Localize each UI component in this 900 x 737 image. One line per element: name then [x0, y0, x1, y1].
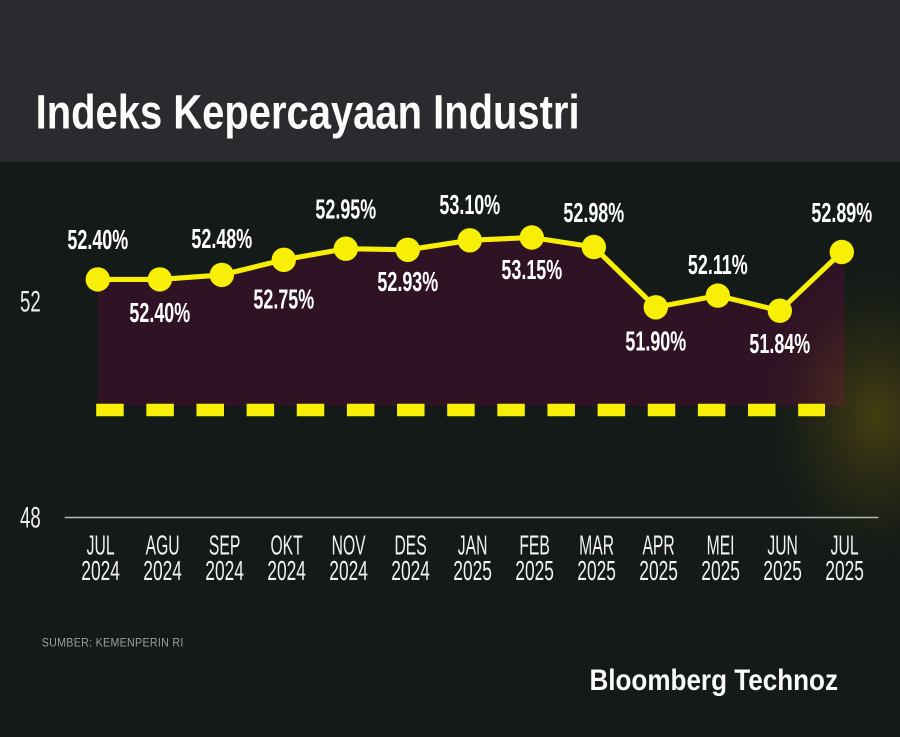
svg-text:MAR: MAR [579, 528, 614, 560]
svg-text:51.90%: 51.90% [625, 325, 686, 356]
svg-text:NOV: NOV [332, 528, 367, 560]
svg-text:Bloomberg Technoz: Bloomberg Technoz [589, 664, 838, 697]
svg-text:2025: 2025 [825, 555, 864, 586]
svg-text:2024: 2024 [391, 555, 430, 586]
svg-text:2024: 2024 [329, 555, 368, 586]
svg-text:52.95%: 52.95% [315, 193, 376, 224]
svg-text:2024: 2024 [267, 555, 306, 586]
svg-text:52.98%: 52.98% [563, 197, 624, 228]
svg-text:DES: DES [394, 528, 426, 560]
svg-text:52.48%: 52.48% [191, 223, 252, 254]
svg-text:APR: APR [642, 528, 674, 560]
svg-text:53.15%: 53.15% [501, 254, 562, 285]
svg-text:52.11%: 52.11% [688, 249, 748, 280]
svg-text:52.40%: 52.40% [67, 224, 128, 255]
svg-text:52.75%: 52.75% [253, 283, 314, 314]
svg-text:52: 52 [20, 285, 41, 319]
svg-text:SUMBER: KEMENPERIN RI: SUMBER: KEMENPERIN RI [42, 637, 184, 650]
svg-text:SEP: SEP [209, 528, 240, 560]
svg-text:2024: 2024 [81, 555, 120, 586]
svg-text:51.84%: 51.84% [749, 328, 810, 359]
svg-text:2025: 2025 [701, 555, 740, 586]
svg-text:JUL: JUL [831, 528, 859, 560]
svg-text:JUL: JUL [87, 528, 115, 560]
svg-text:2025: 2025 [763, 555, 802, 586]
svg-text:52.89%: 52.89% [811, 197, 872, 228]
svg-text:OKT: OKT [270, 528, 302, 560]
svg-text:AGU: AGU [146, 528, 180, 560]
svg-text:2024: 2024 [143, 555, 182, 586]
svg-text:MEI: MEI [707, 528, 735, 560]
svg-text:JUN: JUN [767, 528, 797, 560]
svg-text:52.40%: 52.40% [129, 297, 190, 328]
svg-text:FEB: FEB [519, 528, 549, 560]
svg-text:48: 48 [20, 501, 41, 535]
svg-text:2025: 2025 [577, 555, 616, 586]
svg-text:JAN: JAN [458, 528, 488, 560]
svg-text:2025: 2025 [639, 555, 678, 586]
svg-text:53.10%: 53.10% [439, 189, 500, 220]
svg-text:52.93%: 52.93% [377, 266, 438, 297]
svg-text:Indeks Kepercayaan Industri: Indeks Kepercayaan Industri [36, 86, 580, 139]
svg-text:2024: 2024 [205, 555, 244, 586]
svg-text:2025: 2025 [453, 555, 492, 586]
svg-text:2025: 2025 [515, 555, 554, 586]
